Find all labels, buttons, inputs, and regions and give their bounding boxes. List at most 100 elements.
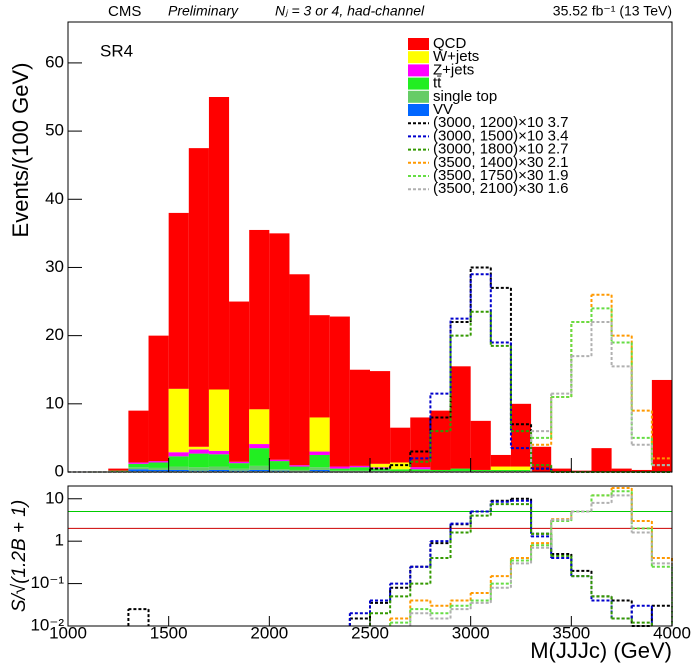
bar-segment (208, 450, 230, 455)
bar-segment (188, 453, 209, 468)
legend-label: (3000, 1500)×10 3.4 (433, 127, 569, 144)
bar-segment (148, 462, 169, 468)
bar-segment (390, 469, 411, 472)
bar-segment (148, 461, 169, 463)
x-tick-label: 4000 (653, 623, 691, 642)
bar-segment (289, 469, 310, 472)
bar-segment (249, 444, 270, 449)
bar-segment (490, 454, 511, 467)
y-tick-label: 10 (45, 393, 64, 412)
bar-segment (651, 379, 672, 472)
bar-segment (208, 454, 230, 467)
bar-segment (168, 388, 189, 453)
bar-segment (309, 451, 330, 455)
bar-segment (370, 463, 391, 468)
bar-segment (249, 448, 270, 466)
bar-segment (208, 466, 230, 470)
bar-segment (108, 468, 129, 471)
ratio-y-axis-title: S/√(1.2B + 1) (9, 500, 30, 612)
bar-segment (349, 467, 370, 471)
bar-segment (229, 301, 250, 462)
legend-label: (3500, 1400)×30 2.1 (433, 154, 569, 171)
bar-segment (229, 463, 250, 469)
bar-segment (269, 461, 290, 470)
bar-segment (309, 454, 330, 468)
bar-segment (208, 97, 230, 390)
x-tick-label: 2500 (351, 623, 389, 642)
bar-segment (329, 468, 350, 471)
bar-segment (128, 410, 149, 463)
bar-segment (148, 335, 169, 462)
bar-segment (510, 469, 532, 472)
bar-segment (128, 463, 149, 468)
bar-segment (249, 465, 270, 470)
bar-segment (168, 469, 189, 472)
legend-label: (3500, 2100)×30 1.6 (433, 180, 569, 197)
bar-segment (168, 466, 189, 470)
bar-segment (370, 371, 391, 464)
bar-segment (128, 462, 149, 464)
bar-segment (289, 274, 310, 466)
legend-label: QCD (433, 35, 467, 52)
bar-segment (249, 409, 270, 445)
bar-segment (309, 469, 330, 472)
bar-segment (470, 420, 491, 470)
bar-segment (309, 467, 330, 470)
bar-segment (269, 233, 290, 460)
legend-label: tt̄ (433, 75, 442, 92)
bar-segment (249, 229, 270, 410)
legend-label: Z+jets (433, 61, 474, 78)
bar-segment (269, 459, 290, 462)
bar-segment (390, 427, 411, 463)
bar-segment (269, 469, 290, 471)
bar-segment (329, 470, 350, 472)
bar-segment (551, 468, 572, 472)
bar-segment (410, 467, 431, 470)
legend-label: (3000, 1800)×10 2.7 (433, 141, 569, 158)
y-axis-title: Events/(100 GeV) (8, 63, 33, 238)
legend-swatch (408, 77, 429, 90)
bar-segment (349, 465, 370, 468)
x-tick-label: 3500 (552, 623, 590, 642)
y-tick-label: 60 (45, 52, 64, 71)
y-tick-label: 10⁻² (30, 615, 64, 634)
legend-label: (3000, 1200)×10 3.7 (433, 114, 569, 131)
bar-segment (128, 467, 149, 470)
lumi-label: 35.52 fb⁻¹ (13 TeV) (553, 3, 672, 19)
bar-segment (370, 468, 391, 471)
bar-segment (188, 467, 209, 471)
bar-segment (329, 466, 350, 469)
bar-segment (148, 467, 169, 470)
bar-segment (249, 469, 270, 472)
bar-segment (208, 469, 230, 472)
legend-label: single top (433, 88, 497, 105)
bar-segment (188, 449, 209, 454)
y-tick-label: 20 (45, 325, 64, 344)
bar-segment (410, 417, 431, 468)
bar-segment (430, 410, 451, 470)
y-tick-label: 40 (45, 189, 64, 208)
bar-segment (611, 468, 632, 472)
legend-label: (3500, 1750)×30 1.9 (433, 167, 569, 184)
bar-segment (470, 469, 491, 472)
selection-label: Nⱼ = 3 or 4, had-channel (275, 3, 425, 19)
y-tick-label: 1 (55, 531, 64, 550)
legend-label: W+jets (433, 48, 479, 65)
bar-segment (289, 466, 310, 470)
bar-segment (349, 470, 370, 472)
region-label: SR4 (100, 41, 133, 60)
bar-segment (370, 470, 391, 472)
bar-segment (309, 417, 330, 452)
bar-segment (128, 469, 149, 472)
bar-segment (510, 466, 532, 470)
bar-segment (229, 468, 250, 471)
legend-swatch (408, 38, 429, 50)
bar-segment (631, 469, 652, 472)
bar-segment (168, 452, 189, 457)
bar-segment (410, 469, 431, 472)
bar-segment (591, 448, 612, 472)
preliminary-label: Preliminary (168, 3, 239, 19)
x-tick-label: 1000 (49, 623, 87, 642)
legend-label: VV (433, 101, 453, 118)
